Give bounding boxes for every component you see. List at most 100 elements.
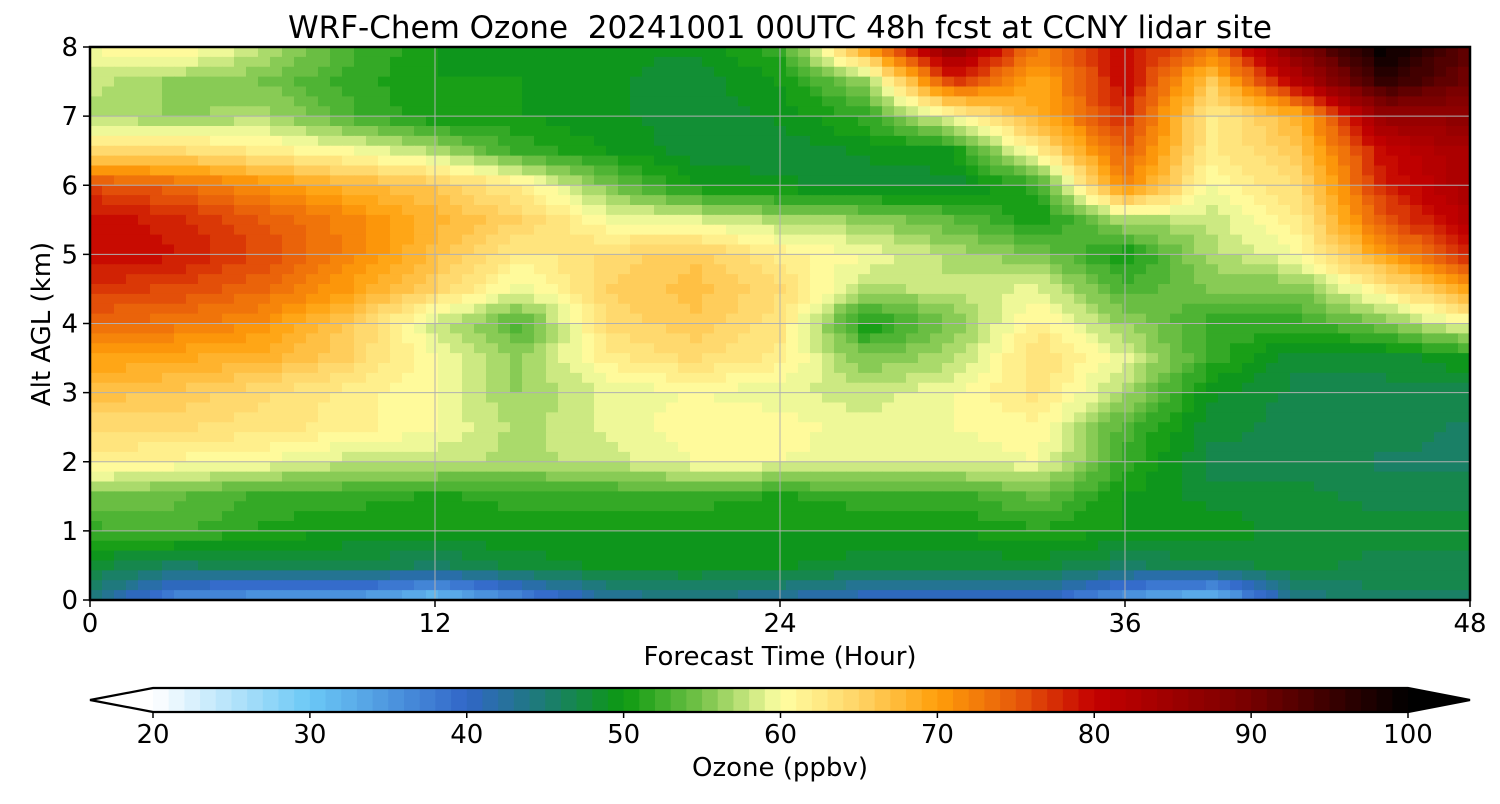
heatmap-cell — [894, 303, 907, 315]
heatmap-cell — [1026, 205, 1039, 216]
heatmap-cell — [978, 205, 991, 216]
heatmap-cell — [642, 106, 655, 117]
heatmap-cell — [90, 284, 103, 295]
heatmap-cell — [1458, 135, 1470, 147]
heatmap-cell — [270, 195, 283, 206]
heatmap-cell — [1266, 343, 1279, 354]
heatmap-cell — [366, 382, 379, 394]
heatmap-cell — [390, 402, 403, 413]
heatmap-cell — [606, 106, 619, 117]
heatmap-cell — [174, 86, 187, 97]
heatmap-cell — [1050, 422, 1063, 433]
heatmap-cell — [390, 471, 403, 483]
heatmap-cell — [1134, 432, 1147, 443]
heatmap-cell — [714, 135, 727, 147]
heatmap-cell — [222, 224, 235, 236]
heatmap-cell — [102, 471, 115, 483]
heatmap-cell — [1398, 56, 1411, 68]
heatmap-cell — [894, 293, 907, 305]
heatmap-cell — [522, 214, 535, 226]
heatmap-cell — [1074, 76, 1087, 88]
heatmap-cell — [102, 382, 115, 394]
heatmap-cell — [954, 234, 967, 246]
heatmap-cell — [1290, 313, 1303, 325]
heatmap-cell — [810, 224, 823, 236]
heatmap-cell — [282, 205, 295, 216]
heatmap-cell — [858, 372, 871, 384]
heatmap-cell — [1266, 96, 1279, 107]
heatmap-cell — [1266, 353, 1279, 364]
heatmap-cell — [1038, 442, 1051, 453]
heatmap-cell — [1050, 135, 1063, 147]
heatmap-cell — [750, 303, 763, 315]
heatmap-cell — [402, 145, 415, 157]
heatmap-cell — [462, 451, 475, 463]
heatmap-cell — [1242, 234, 1255, 246]
heatmap-cell — [522, 155, 535, 167]
heatmap-cell — [1158, 333, 1171, 344]
heatmap-cell — [366, 372, 379, 384]
heatmap-cell — [1158, 86, 1171, 97]
heatmap-cell — [150, 116, 163, 127]
heatmap-cell — [414, 214, 427, 226]
heatmap-cell — [234, 313, 247, 325]
heatmap-cell — [642, 66, 655, 78]
heatmap-cell — [1386, 254, 1399, 265]
heatmap-cell — [846, 244, 859, 255]
heatmap-cell — [222, 185, 235, 196]
heatmap-cell — [1002, 284, 1015, 295]
heatmap-cell — [714, 214, 727, 226]
heatmap-cell — [1338, 244, 1351, 255]
heatmap-cell — [186, 126, 199, 137]
heatmap-cell — [1194, 205, 1207, 216]
heatmap-cell — [714, 372, 727, 384]
heatmap-cell — [426, 126, 439, 137]
heatmap-cell — [1134, 363, 1147, 374]
heatmap-cell — [762, 461, 775, 473]
heatmap-cell — [1134, 333, 1147, 344]
heatmap-cell — [1278, 56, 1291, 68]
heatmap-cell — [150, 66, 163, 78]
heatmap-cell — [90, 313, 103, 325]
heatmap-cell — [1206, 234, 1219, 246]
heatmap-cell — [1074, 372, 1087, 384]
heatmap-cell — [1398, 224, 1411, 236]
heatmap-cell — [858, 392, 871, 404]
heatmap-cell — [1062, 382, 1075, 394]
heatmap-cell — [606, 303, 619, 315]
heatmap-cell — [714, 382, 727, 394]
heatmap-cell — [186, 382, 199, 394]
heatmap-cell — [1194, 432, 1207, 443]
heatmap-cell — [1170, 343, 1183, 354]
heatmap-cell — [858, 461, 871, 473]
heatmap-cell — [618, 96, 631, 107]
heatmap-cell — [462, 135, 475, 147]
heatmap-cell — [114, 422, 127, 433]
heatmap-cell — [102, 234, 115, 246]
heatmap-cell — [390, 442, 403, 453]
heatmap-cell — [702, 363, 715, 374]
heatmap-cell — [306, 343, 319, 354]
heatmap-cell — [246, 254, 259, 265]
heatmap-cell — [426, 412, 439, 423]
heatmap-cell — [1086, 135, 1099, 147]
heatmap-cell — [342, 313, 355, 325]
heatmap-cell — [570, 353, 583, 364]
heatmap-cell — [642, 402, 655, 413]
heatmap-cell — [666, 214, 679, 226]
heatmap-cell — [258, 185, 271, 196]
heatmap-cell — [342, 195, 355, 206]
heatmap-cell — [1362, 155, 1375, 167]
heatmap-cell — [354, 224, 367, 236]
heatmap-cell — [822, 333, 835, 344]
heatmap-cell — [1422, 96, 1435, 107]
heatmap-cell — [510, 244, 523, 255]
heatmap-cell — [162, 451, 175, 463]
heatmap-cell — [378, 323, 391, 334]
heatmap-cell — [354, 412, 367, 423]
heatmap-cell — [606, 126, 619, 137]
heatmap-cell — [1002, 392, 1015, 404]
heatmap-cell — [270, 244, 283, 255]
heatmap-cell — [1038, 382, 1051, 394]
heatmap-cell — [1302, 66, 1315, 78]
